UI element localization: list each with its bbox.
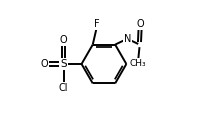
- Text: F: F: [94, 19, 99, 29]
- Text: Cl: Cl: [59, 83, 68, 93]
- Text: N: N: [124, 34, 131, 44]
- Text: O: O: [136, 19, 144, 29]
- Text: S: S: [60, 59, 67, 69]
- Text: O: O: [41, 59, 48, 69]
- Text: O: O: [60, 35, 67, 45]
- Text: CH₃: CH₃: [130, 59, 147, 68]
